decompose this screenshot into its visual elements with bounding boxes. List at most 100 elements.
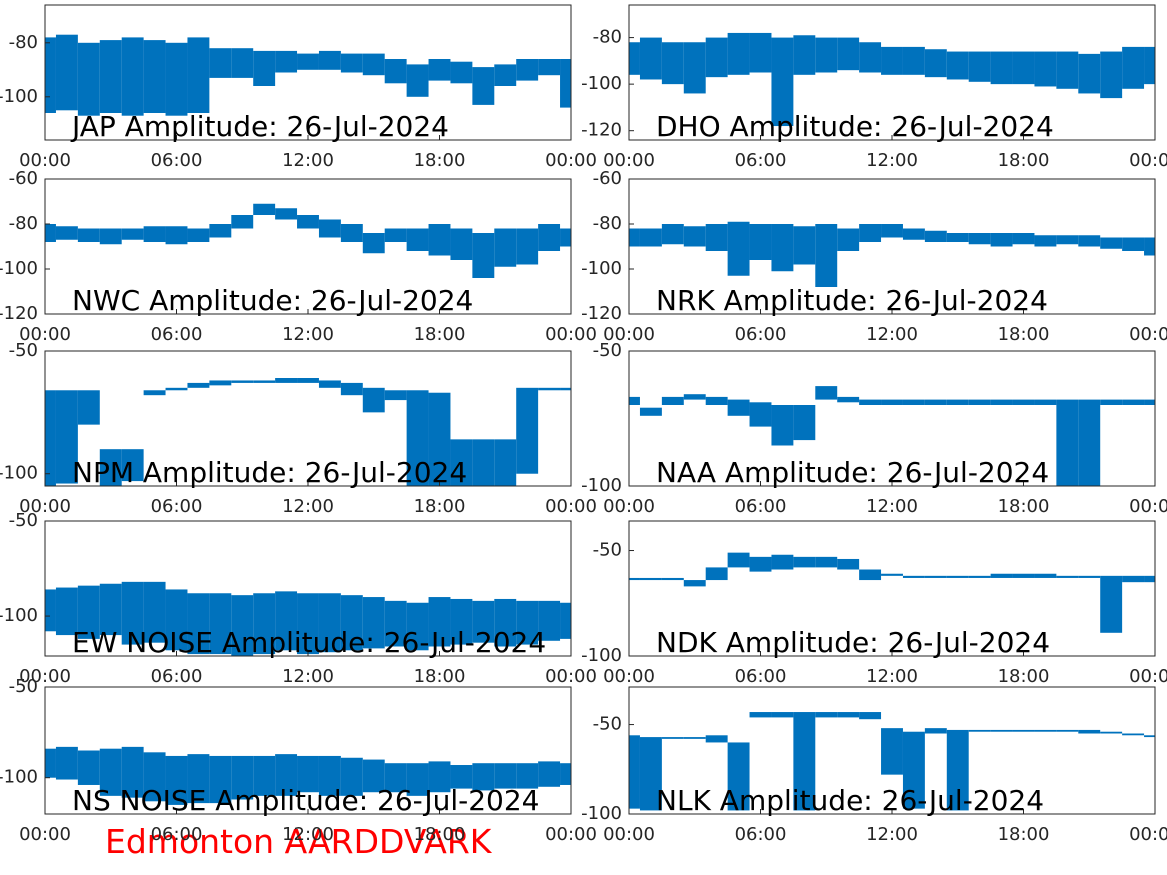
amplitude-band <box>837 712 860 718</box>
amplitude-band <box>837 228 860 251</box>
x-tick-label: 00:00 <box>603 150 655 171</box>
amplitude-band <box>683 42 706 94</box>
x-tick-label: 18:00 <box>414 496 466 517</box>
amplitude-band <box>99 228 122 245</box>
amplitude-band <box>727 32 750 75</box>
amplitude-band <box>165 42 188 116</box>
amplitude-band <box>165 226 188 245</box>
amplitude-band <box>428 224 451 256</box>
amplitude-band <box>187 37 210 113</box>
amplitude-band <box>45 390 56 486</box>
amplitude-band <box>1100 575 1123 633</box>
amplitude-band <box>705 396 728 405</box>
amplitude-band <box>1122 399 1145 405</box>
x-tick-label: 00:00 <box>603 666 655 687</box>
amplitude-band <box>297 593 319 655</box>
x-tick-label: 18:00 <box>998 666 1050 687</box>
amplitude-band <box>924 49 947 78</box>
amplitude-band <box>253 380 276 383</box>
amplitude-band <box>727 221 750 276</box>
amplitude-band <box>815 386 838 400</box>
amplitude-band <box>428 597 451 647</box>
amplitude-band <box>946 575 969 578</box>
x-tick-label: 06:00 <box>735 496 787 517</box>
x-tick-label: 00:00 <box>1129 150 1167 171</box>
amplitude-band <box>881 728 903 775</box>
y-tick-label: -80 <box>9 213 38 234</box>
amplitude-band <box>187 228 210 242</box>
amplitude-band <box>924 230 947 242</box>
amplitude-band <box>1122 733 1145 736</box>
x-tick-label: 18:00 <box>414 824 466 845</box>
x-tick-label: 12:00 <box>866 824 918 845</box>
amplitude-band <box>1012 573 1035 578</box>
amplitude-band <box>362 387 385 413</box>
amplitude-band <box>1034 51 1057 87</box>
amplitude-band <box>968 51 991 82</box>
x-tick-label: 00:00 <box>603 324 655 345</box>
subplot-title: NLK Amplitude: 26-Jul-2024 <box>656 784 1044 817</box>
x-tick-label: 12:00 <box>282 666 334 687</box>
amplitude-band <box>990 399 1013 405</box>
amplitude-band <box>45 589 56 632</box>
amplitude-band <box>639 577 662 581</box>
amplitude-band <box>472 67 495 105</box>
amplitude-band <box>990 729 1013 732</box>
amplitude-band <box>231 48 254 78</box>
amplitude-band <box>55 34 78 111</box>
x-tick-label: 06:00 <box>735 666 787 687</box>
amplitude-band <box>406 602 429 651</box>
amplitude-band <box>629 42 640 75</box>
amplitude-band <box>629 577 640 581</box>
amplitude-band <box>1078 235 1101 247</box>
plot-area <box>45 581 571 656</box>
amplitude-band <box>683 394 706 400</box>
amplitude-band <box>793 556 816 568</box>
amplitude-band <box>771 712 794 718</box>
amplitude-band <box>1078 575 1101 578</box>
x-tick-label: 18:00 <box>998 324 1050 345</box>
x-tick-label: 00:00 <box>545 496 597 517</box>
amplitude-band <box>771 224 794 272</box>
amplitude-band <box>727 552 750 568</box>
amplitude-band <box>384 228 407 242</box>
amplitude-band <box>55 226 78 240</box>
amplitude-band <box>165 387 188 391</box>
y-tick-label: -100 <box>581 475 622 496</box>
amplitude-band <box>1144 46 1155 85</box>
x-tick-label: 00:00 <box>19 824 71 845</box>
x-tick-label: 12:00 <box>282 150 334 171</box>
y-tick-label: -50 <box>9 510 38 531</box>
amplitude-band <box>1100 237 1123 249</box>
subplot-title: NPM Amplitude: 26-Jul-2024 <box>72 456 467 489</box>
amplitude-band <box>209 224 232 238</box>
y-tick-label: -120 <box>581 120 622 141</box>
amplitude-band <box>629 228 640 247</box>
amplitude-band <box>231 215 254 229</box>
x-tick-label: 18:00 <box>414 666 466 687</box>
amplitude-band <box>1034 399 1057 405</box>
x-tick-label: 00:00 <box>1129 324 1167 345</box>
amplitude-band <box>1056 729 1079 732</box>
amplitude-band <box>560 763 571 785</box>
amplitude-band <box>143 390 166 396</box>
amplitude-band <box>639 737 662 811</box>
amplitude-band <box>406 763 429 796</box>
amplitude-band <box>1078 729 1101 734</box>
amplitude-band <box>924 728 947 734</box>
subplot-title: DHO Amplitude: 26-Jul-2024 <box>656 110 1054 143</box>
amplitude-band <box>683 737 706 739</box>
plot-area <box>45 378 571 486</box>
x-tick-label: 18:00 <box>998 496 1050 517</box>
amplitude-band <box>77 585 100 639</box>
amplitude-band <box>1056 575 1079 578</box>
y-tick-label: -100 <box>581 73 622 94</box>
amplitude-band <box>793 712 816 811</box>
amplitude-band <box>968 233 991 245</box>
y-tick-label: -80 <box>9 32 38 53</box>
amplitude-band <box>815 37 838 73</box>
plot-area <box>629 386 1155 486</box>
amplitude-band <box>143 581 166 643</box>
y-tick-label: -100 <box>0 86 38 107</box>
